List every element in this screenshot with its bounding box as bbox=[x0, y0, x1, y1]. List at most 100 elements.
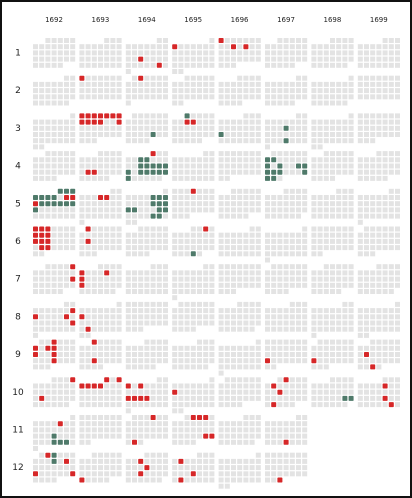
day bbox=[138, 125, 144, 131]
day bbox=[125, 56, 131, 62]
day bbox=[98, 163, 103, 169]
day bbox=[376, 119, 382, 125]
day bbox=[98, 132, 103, 137]
marked-day bbox=[98, 113, 103, 119]
day bbox=[184, 50, 190, 56]
day bbox=[296, 314, 301, 320]
day bbox=[382, 169, 388, 175]
day bbox=[277, 402, 283, 408]
day bbox=[98, 314, 103, 320]
day bbox=[163, 383, 168, 389]
day bbox=[98, 169, 103, 175]
day bbox=[311, 138, 317, 144]
day bbox=[265, 232, 270, 238]
day bbox=[33, 62, 38, 68]
day bbox=[277, 119, 283, 125]
day bbox=[64, 125, 69, 131]
day bbox=[342, 264, 348, 270]
day bbox=[357, 138, 363, 144]
day bbox=[330, 383, 335, 389]
day bbox=[283, 326, 289, 332]
day bbox=[172, 402, 178, 408]
day bbox=[289, 88, 295, 94]
day bbox=[116, 195, 122, 200]
day bbox=[132, 402, 137, 408]
day bbox=[125, 163, 131, 169]
day bbox=[296, 56, 301, 62]
marked-day bbox=[85, 326, 91, 332]
day bbox=[342, 339, 348, 345]
day bbox=[376, 395, 382, 401]
day bbox=[203, 282, 209, 288]
marked-day bbox=[138, 163, 144, 169]
day bbox=[104, 245, 110, 251]
marked-day bbox=[125, 175, 131, 181]
day bbox=[357, 44, 363, 50]
day bbox=[85, 56, 91, 62]
day bbox=[311, 332, 317, 338]
day bbox=[33, 125, 38, 131]
day bbox=[172, 213, 178, 219]
day bbox=[348, 358, 354, 364]
day bbox=[243, 377, 249, 383]
day bbox=[376, 125, 382, 131]
day bbox=[33, 213, 38, 219]
day bbox=[110, 282, 116, 288]
day bbox=[144, 415, 150, 420]
day bbox=[98, 151, 103, 157]
day bbox=[190, 402, 196, 408]
day bbox=[348, 238, 354, 244]
day bbox=[79, 289, 85, 294]
day bbox=[138, 62, 144, 68]
day bbox=[330, 245, 335, 251]
day bbox=[150, 50, 156, 56]
day bbox=[231, 308, 236, 314]
day bbox=[289, 389, 295, 395]
day bbox=[382, 113, 388, 119]
day bbox=[57, 163, 63, 169]
day bbox=[33, 251, 38, 257]
day bbox=[150, 88, 156, 94]
day bbox=[163, 320, 168, 326]
day bbox=[231, 238, 236, 244]
day bbox=[51, 119, 57, 125]
day bbox=[79, 125, 85, 131]
day bbox=[64, 169, 69, 175]
day bbox=[132, 458, 137, 464]
day bbox=[104, 314, 110, 320]
day bbox=[144, 226, 150, 232]
day bbox=[45, 175, 51, 181]
day bbox=[218, 270, 224, 276]
day bbox=[79, 433, 85, 439]
day bbox=[209, 81, 215, 87]
month-label: 7 bbox=[15, 275, 21, 285]
marked-day bbox=[163, 201, 168, 207]
day bbox=[64, 352, 69, 357]
day bbox=[51, 56, 57, 62]
day bbox=[342, 88, 348, 94]
day bbox=[255, 421, 261, 427]
day bbox=[190, 345, 196, 351]
day bbox=[85, 175, 91, 181]
day bbox=[388, 352, 394, 357]
day bbox=[33, 439, 38, 445]
day bbox=[184, 201, 190, 207]
day bbox=[265, 245, 270, 251]
day bbox=[132, 314, 137, 320]
day bbox=[197, 339, 202, 345]
day bbox=[184, 364, 190, 370]
day bbox=[98, 62, 103, 68]
day bbox=[98, 264, 103, 270]
day bbox=[132, 282, 137, 288]
marked-day bbox=[45, 195, 51, 200]
marked-day bbox=[70, 188, 76, 194]
day bbox=[364, 75, 369, 81]
day bbox=[382, 44, 388, 50]
day bbox=[382, 88, 388, 94]
day bbox=[370, 56, 376, 62]
day bbox=[224, 276, 230, 282]
day bbox=[336, 132, 342, 137]
day bbox=[172, 195, 178, 200]
day bbox=[357, 308, 363, 314]
day bbox=[197, 282, 202, 288]
